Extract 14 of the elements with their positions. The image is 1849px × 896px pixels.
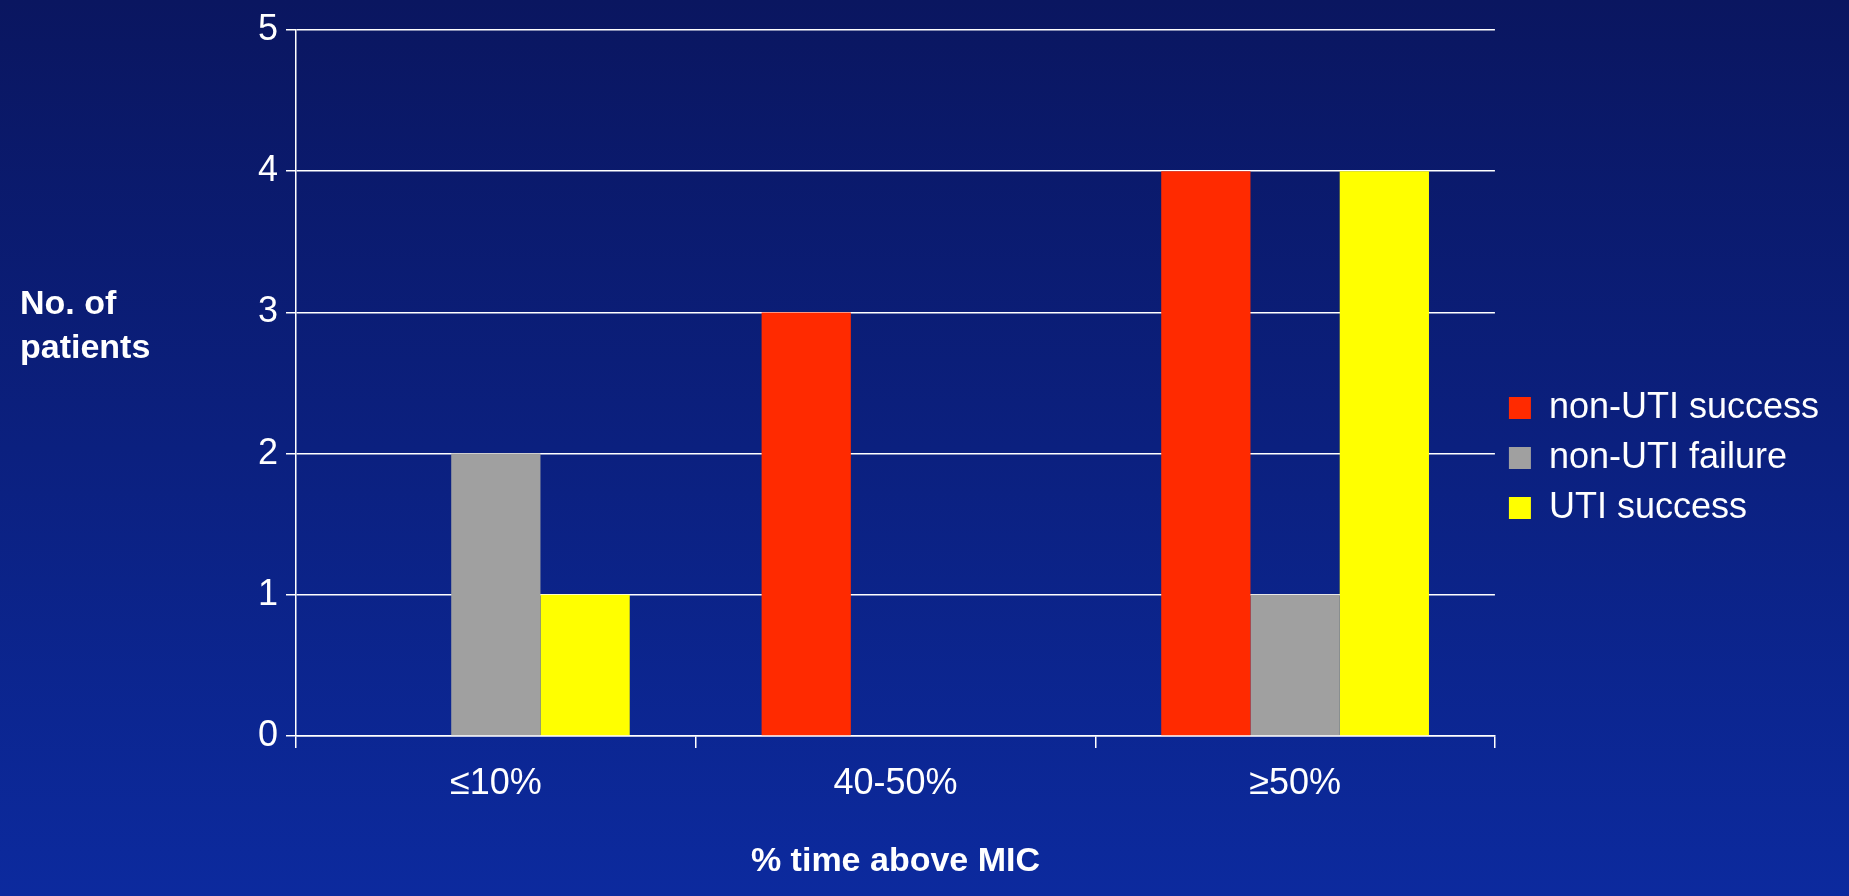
x-tick-label: 40-50% <box>833 760 958 802</box>
x-axis-title: % time above MIC <box>750 839 1041 878</box>
legend-label: UTI success <box>1548 484 1747 526</box>
y-tick-label: 3 <box>257 289 279 331</box>
y-axis-title: No. of patients <box>20 282 152 367</box>
x-tick-label: ≤10% <box>449 760 542 802</box>
y-tick-label: 4 <box>257 148 279 190</box>
legend-label: non-UTI failure <box>1548 434 1788 476</box>
y-tick-label: 5 <box>257 6 279 48</box>
y-tick-label: 2 <box>257 430 279 472</box>
legend-label: non-UTI success <box>1548 384 1820 426</box>
y-tick-label: 0 <box>257 712 279 754</box>
y-tick-label: 1 <box>257 571 279 613</box>
x-tick-label: ≥50% <box>1249 760 1341 802</box>
